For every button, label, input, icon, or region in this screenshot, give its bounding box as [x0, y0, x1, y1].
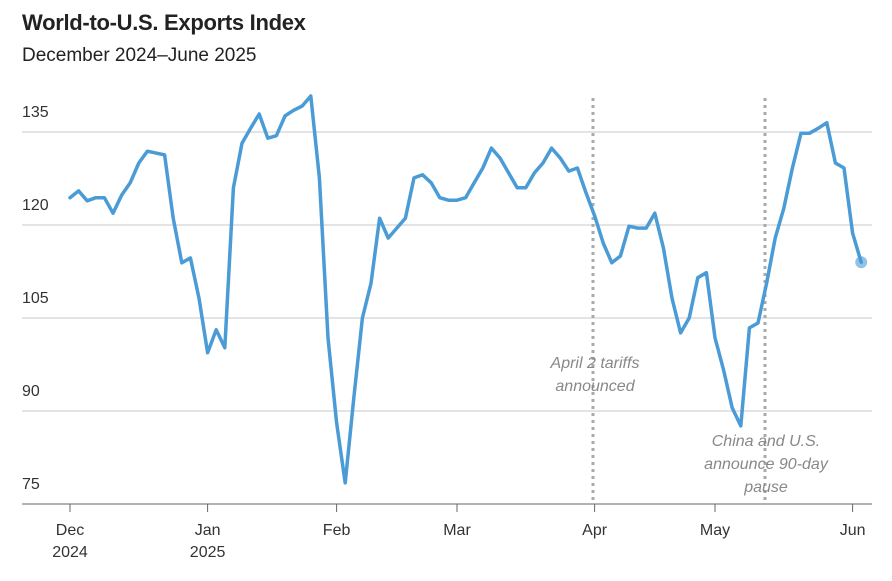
- chart-subtitle: December 2024–June 2025: [22, 45, 257, 66]
- x-tick-label: May: [699, 522, 731, 539]
- data-line: [68, 94, 863, 485]
- x-tick-label: Apr: [582, 522, 608, 539]
- end-point: [855, 256, 868, 269]
- x-tick-label: Mar: [443, 522, 471, 539]
- y-tick-label: 105: [22, 290, 49, 307]
- y-tick-label: 120: [22, 197, 49, 214]
- x-tick-label: Jun: [839, 522, 866, 539]
- chart-title: World-to-U.S. Exports Index: [22, 10, 306, 35]
- x-tick-label: Dec 2024: [52, 522, 88, 561]
- y-tick-label: 75: [22, 476, 40, 493]
- y-tick-label: 90: [22, 383, 40, 400]
- x-tick-label: Feb: [322, 522, 351, 539]
- x-tick-label: Jan 2025: [189, 522, 226, 561]
- annotation: April 2 tariffs announced: [550, 355, 640, 395]
- annotation: China and U.S. announce 90-day pause: [704, 433, 828, 496]
- y-tick-label: 135: [22, 104, 49, 121]
